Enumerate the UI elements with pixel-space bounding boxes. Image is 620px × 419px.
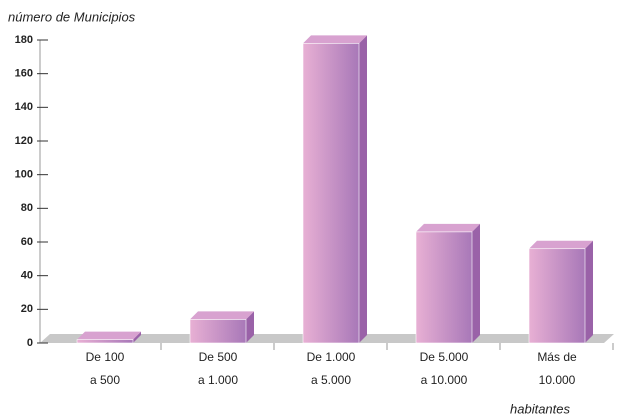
x-tick-label: a 10.000 [421,373,468,387]
bar-side [585,240,593,343]
y-tick-label: 100 [15,169,33,181]
bar-side [246,311,254,343]
x-tick-label: a 5.000 [311,373,351,387]
y-tick-label: 20 [21,303,33,315]
y-tick-label: 180 [15,34,33,46]
bar-top [77,331,141,340]
x-tick-label: De 1.000 [307,350,356,364]
y-tick-label: 120 [15,135,33,147]
x-tick-label: a 1.000 [198,373,238,387]
y-tick-label: 40 [21,270,33,282]
x-axis-label: habitantes [510,401,570,416]
bar [415,231,473,344]
bar-side [359,35,367,343]
bar-top [416,223,480,232]
x-tick-label: De 500 [199,350,238,364]
y-axis-label: número de Municipios [8,9,136,24]
bar-top [190,311,254,320]
bar-side [133,331,141,343]
y-tick-label: 0 [27,337,33,349]
x-tick-label: 10.000 [539,373,576,387]
bar-top [529,240,593,249]
y-tick-label: 80 [21,202,33,214]
bar [302,43,360,344]
x-tick-label: De 5.000 [420,350,469,364]
x-tick-label: Más de [537,350,577,364]
x-tick-label: a 500 [90,373,120,387]
bar [76,339,134,344]
x-tick-label: De 100 [86,350,125,364]
y-tick-label: 160 [15,68,33,80]
bar [189,319,247,344]
bar-top [303,35,367,44]
y-tick-label: 140 [15,101,33,113]
bar-side [472,223,480,343]
y-tick-label: 60 [21,236,33,248]
bar [528,248,586,344]
